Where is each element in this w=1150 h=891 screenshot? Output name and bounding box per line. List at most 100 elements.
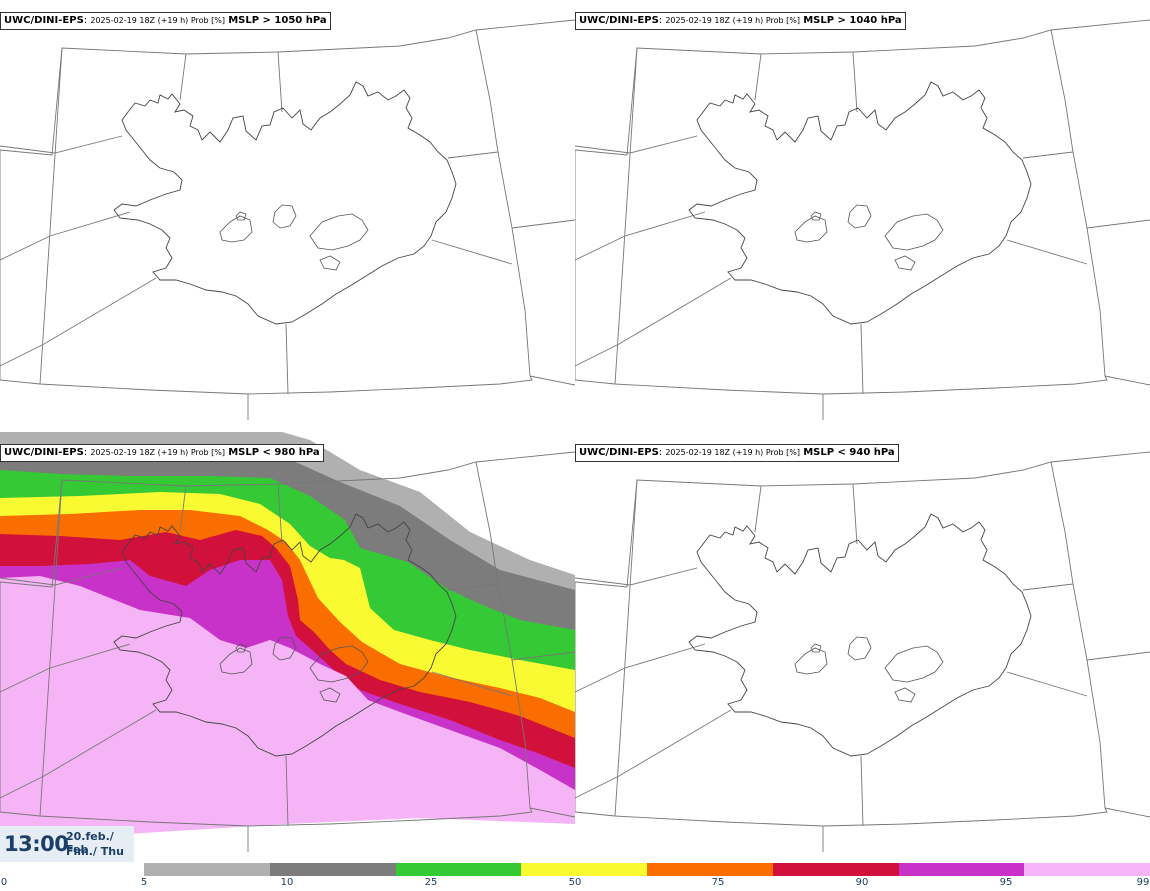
region-boundary: [614, 47, 638, 385]
outside-domain: [0, 818, 575, 852]
colorbar-segment: [521, 863, 647, 876]
glacier-outline: [235, 211, 247, 221]
colorbar-segment: [1024, 863, 1150, 876]
region-boundary: [39, 47, 63, 385]
region-boundary: [179, 485, 187, 533]
region-boundary: [277, 51, 283, 113]
region-boundary: [285, 755, 289, 827]
map-canvas: [0, 432, 575, 852]
map-panel-mslp-gt-1050: UWC/DINI-EPS: 2025-02-19 18Z (+19 h) Pro…: [0, 0, 575, 420]
glacier-outline: [884, 213, 944, 251]
colorbar-segment: [395, 863, 522, 876]
region-boundary: [39, 479, 63, 817]
region-boundary: [1086, 219, 1150, 229]
iceland-coastline: [688, 513, 1032, 757]
map-canvas: [575, 451, 1150, 852]
region-boundary: [431, 671, 513, 697]
colorbar-tick-label: 50: [568, 877, 582, 888]
region-boundary: [575, 211, 706, 261]
map-panel-mslp-lt-940: UWC/DINI-EPS: 2025-02-19 18Z (+19 h) Pro…: [575, 432, 1150, 852]
region-boundary: [754, 53, 762, 101]
colorbar-tick-label: 0: [0, 877, 8, 888]
colorbar-ticks: 0 5 10 25 50 75 90 95 99: [0, 877, 1150, 891]
glacier-outline: [219, 647, 253, 675]
panel-title: UWC/DINI-EPS: 2025-02-19 18Z (+19 h) Pro…: [575, 444, 899, 462]
colorbar-segment: [898, 863, 1025, 876]
region-boundary: [529, 807, 575, 818]
iceland-coastline: [113, 81, 457, 325]
region-boundary: [0, 709, 157, 799]
model-domain-border: [575, 29, 1108, 395]
glacier-outline: [235, 643, 247, 653]
region-boundary: [575, 709, 732, 799]
glacier-outline: [847, 636, 872, 661]
region-boundary: [475, 451, 575, 463]
colorbar-segment: [772, 863, 899, 876]
region-boundary: [431, 239, 513, 265]
region-boundary: [614, 479, 638, 817]
map-canvas: [0, 19, 575, 420]
model-domain-border: [0, 461, 533, 827]
region-boundary: [277, 483, 283, 545]
map-panel-mslp-lt-980: UWC/DINI-EPS: 2025-02-19 18Z (+19 h) Pro…: [0, 432, 575, 852]
glacier-outline: [794, 647, 828, 675]
region-boundary: [475, 19, 575, 31]
panel-title: UWC/DINI-EPS: 2025-02-19 18Z (+19 h) Pro…: [575, 12, 906, 30]
colorbar-segment: [647, 863, 773, 876]
probability-colorbar: [144, 863, 1150, 876]
probability-band: [0, 576, 575, 852]
region-boundary: [1006, 239, 1088, 265]
iceland-coastline: [113, 513, 457, 757]
region-boundary: [179, 53, 187, 101]
region-boundary: [1022, 151, 1074, 159]
region-boundary: [511, 651, 575, 661]
glacier-outline: [810, 211, 822, 221]
glacier-outline: [309, 645, 369, 683]
panel-title: UWC/DINI-EPS: 2025-02-19 18Z (+19 h) Pro…: [0, 12, 331, 30]
region-boundary: [852, 51, 858, 113]
iceland-coastline: [688, 81, 1032, 325]
colorbar-tick-label: 25: [424, 877, 438, 888]
panel-title: UWC/DINI-EPS: 2025-02-19 18Z (+19 h) Pro…: [0, 444, 324, 462]
colorbar-tick-label: 75: [711, 877, 725, 888]
region-boundary: [575, 567, 698, 586]
glacier-outline: [319, 255, 341, 271]
colorbar-segment: [144, 863, 270, 876]
colorbar-tick-label: 5: [140, 877, 148, 888]
glacier-outline: [884, 645, 944, 683]
glacier-outline: [319, 687, 341, 703]
glacier-outline: [794, 215, 828, 243]
colorbar-tick-label: 99: [1136, 877, 1150, 888]
region-boundary: [575, 643, 706, 693]
region-boundary: [0, 211, 131, 261]
region-boundary: [447, 583, 499, 591]
valid-date: 20.feb./ Feb: [66, 830, 114, 856]
region-boundary: [1104, 375, 1150, 386]
region-boundary: [0, 135, 123, 154]
region-boundary: [0, 277, 157, 367]
colorbar-tick-label: 90: [855, 877, 869, 888]
region-boundary: [1006, 671, 1088, 697]
region-boundary: [285, 323, 289, 395]
region-boundary: [860, 323, 864, 395]
region-boundary: [1086, 651, 1150, 661]
region-boundary: [1104, 807, 1150, 818]
region-boundary: [511, 219, 575, 229]
map-panel-mslp-gt-1040: UWC/DINI-EPS: 2025-02-19 18Z (+19 h) Pro…: [575, 0, 1150, 420]
region-boundary: [754, 485, 762, 533]
colorbar-tick-label: 10: [280, 877, 294, 888]
region-boundary: [575, 277, 732, 367]
valid-hour: 13:00: [4, 832, 69, 856]
glacier-outline: [219, 215, 253, 243]
region-boundary: [1022, 583, 1074, 591]
valid-time-box: 13:00 20.feb./ Feb Fim./ Thu: [0, 826, 134, 862]
glacier-outline: [894, 687, 916, 703]
colorbar-tick-label: 95: [999, 877, 1013, 888]
region-boundary: [1050, 451, 1150, 463]
glacier-outline: [272, 204, 297, 229]
region-boundary: [860, 755, 864, 827]
glacier-outline: [847, 204, 872, 229]
region-boundary: [852, 483, 858, 545]
model-domain-border: [0, 29, 533, 395]
colorbar-segment: [269, 863, 396, 876]
